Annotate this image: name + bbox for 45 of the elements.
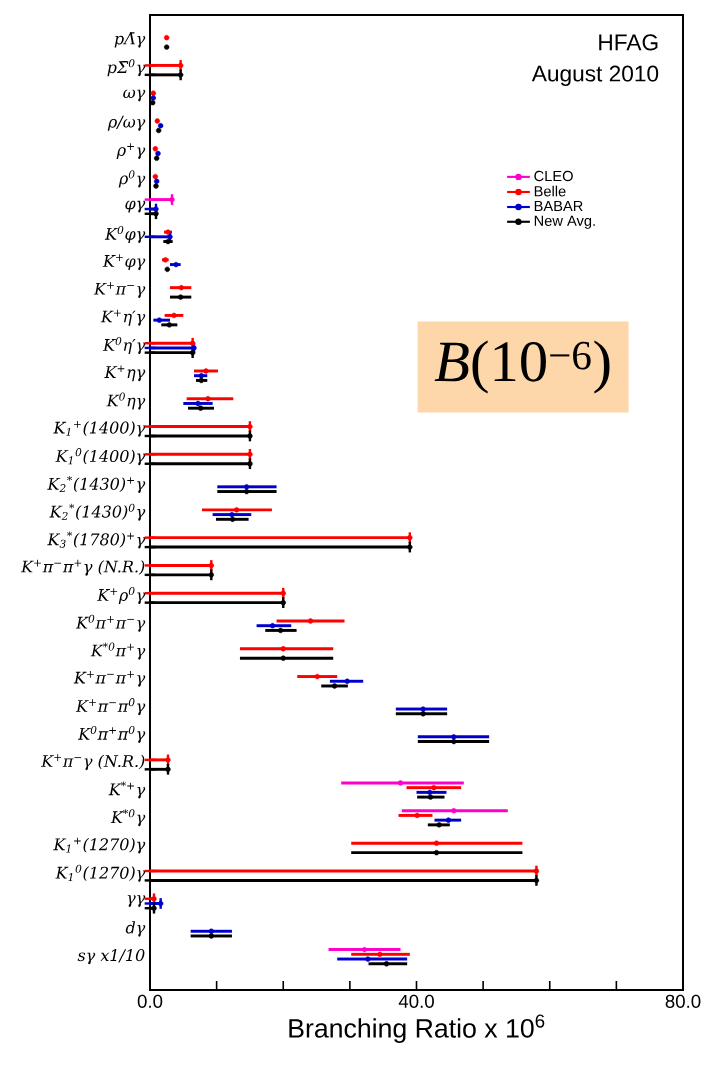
y-tick-label: K$^{+}$φγ [102,254,146,271]
y-tick-label: K$^{0}$ηγ [106,392,146,410]
y-tick-label: K$^{+}$ηγ [104,365,146,382]
y-tick-label: K$^{*0}$γ [110,809,146,827]
y-tick-label: K$_{1}$$^{+}$(1270)γ [53,837,146,854]
y-tick-label: K$^{0}$π$^{+}$π$^{0}$γ [77,725,146,743]
y-tick-label: ρ/ωγ [107,115,146,131]
y-tick-label: K$^{+}$η′γ [100,309,146,326]
y-tick-label: K$^{+}$ρ$^{0}$γ [97,587,146,605]
y-tick-label: sγ x1/10 [77,949,145,965]
y-tick-label: K$^{+}$π$^{−}$π$^{0}$γ [75,698,146,716]
y-tick-label: ρ$^{0}$γ [118,170,146,188]
y-tick-label: φγ [125,200,146,213]
legend-label: New Avg. [534,215,595,229]
x-tick-label: 80.0 [665,994,701,1008]
y-tick-label: K$_{1}$$^{0}$(1270)γ [55,864,146,882]
y-tick-label: pΛ̄γ [114,32,146,48]
y-tick-label: dγ [125,921,146,937]
annotation: HFAG [599,34,658,51]
annotation: August 2010 [531,65,659,87]
y-tick-label: K$^{+}$π$^{−}$γ (N.R.) [41,754,145,771]
y-tick-label: K$^{+}$π$^{−}$π$^{+}$γ (N.R.) [20,559,145,576]
y-tick-label: K$^{*+}$γ [108,781,146,799]
legend-label: CLEO [534,170,573,182]
y-tick-label: K$_{1}$$^{+}$(1400)γ [53,420,146,437]
annotation: B(10$^{−6}$) [434,340,610,394]
y-tick-label: K$^{+}$π$^{−}$π$^{+}$γ [73,670,146,687]
legend-label: BABAR [534,200,583,212]
x-tick-label: 0.0 [137,994,163,1008]
y-tick-label: K$^{0}$π$^{+}$π$^{−}$γ [75,614,146,632]
y-tick-label: K$^{*0}$π$^{+}$γ [90,642,146,660]
y-tick-label: K$_{3}$$^{*}$(1780)$^{+}$γ [47,531,146,549]
x-tick-label: 40.0 [398,994,434,1008]
y-tick-label: ωγ [123,89,146,102]
y-tick-label: K$_{1}$$^{0}$(1400)γ [55,448,146,466]
y-tick-label: pΣ̄$^{0}$γ [107,59,146,77]
y-tick-label: K$^{0}$φγ [104,225,146,243]
y-tick-label: K$_{2}$$^{*}$(1430)$^{0}$γ [49,503,146,521]
y-tick-label: K$^{+}$π$^{−}$γ [93,282,146,298]
legend-label: Belle [534,185,566,197]
x-axis-title: Branching Ratio x 10$^{6}$ [289,1014,545,1044]
y-tick-label: γγ [127,895,146,907]
y-tick-label: ρ$^{+}$γ [116,143,146,160]
y-tick-label: K$_{2}$$^{*}$(1430)$^{+}$γ [47,475,146,493]
y-tick-label: K$^{0}$η′γ [102,337,146,355]
